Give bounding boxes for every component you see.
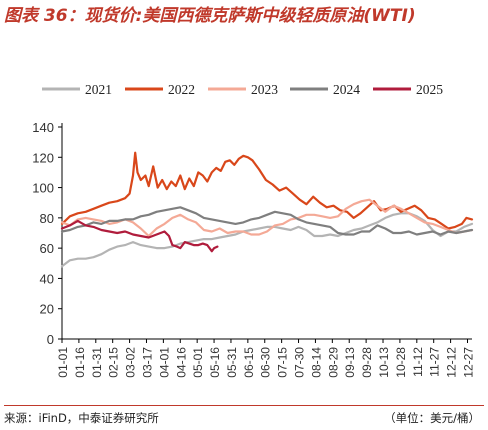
source-note: 来源：iFinD，中泰证券研究所 [4,411,159,425]
x-tick-label: 01-01 [56,347,70,378]
y-tick-label: 0 [47,332,54,347]
x-tick-label: 08-14 [309,347,323,378]
series-line-2023 [60,198,474,238]
x-axis: 01-01 01-16 01-31 02-15 03-02 03-17 04-01 04-16… [56,338,475,378]
legend-label-2023: 2023 [251,82,278,97]
x-tick-label: 03-17 [140,347,154,378]
x-tick-label: 05-01 [191,347,205,378]
x-tick-label: 10-28 [394,347,408,378]
chart-legend: 2021 2022 2023 2024 2025 [42,82,443,97]
x-tick-label: 03-02 [124,347,138,378]
x-tick-label: 04-01 [157,347,171,378]
y-tick-label: 100 [32,181,54,196]
series-lines [60,151,474,268]
x-tick-label: 02-15 [107,347,121,378]
chart-title: 图表 36：现货价:美国西德克萨斯中级轻质原油(WTI) [4,4,484,28]
x-tick-label: 04-16 [174,347,188,378]
x-tick-label: 01-31 [90,347,104,378]
x-tick-label: 06-15 [242,347,256,378]
x-tick-label: 08-29 [326,347,340,378]
y-tick-label: 80 [40,211,54,226]
y-tick-label: 140 [32,120,54,135]
x-tick-label: 06-30 [259,347,273,378]
x-tick-label: 09-13 [343,347,357,378]
chart-title-prefix: 图表 36： [4,6,85,26]
x-tick-label: 10-13 [377,347,391,378]
footer-rule [4,405,484,406]
x-tick-label: 12-27 [461,347,475,378]
legend-label-2021: 2021 [85,82,112,97]
series-line-2024 [60,206,474,236]
series-line-2022 [60,151,474,230]
x-tick-label: 12-12 [445,347,459,378]
x-tick-label: 11-12 [411,347,425,377]
unit-note: （单位：美元/桶） [384,411,480,425]
x-tick-label: 07-15 [276,347,290,378]
line-chart: 2021 2022 2023 2024 2025 020406080100120140 … [32,82,475,378]
x-tick-label: 05-16 [208,347,222,378]
legend-label-2025: 2025 [416,82,443,97]
x-tick-label: 11-27 [428,347,442,377]
series-line-2021 [60,212,474,268]
chart-title-main: 现货价:美国西德克萨斯中级轻质原油(WTI) [84,6,416,26]
x-tick-label: 05-31 [225,347,239,378]
legend-label-2024: 2024 [333,82,360,97]
x-tick-label: 09-28 [360,347,374,378]
y-tick-label: 20 [40,302,54,317]
y-axis: 0 20 40 60 80 100 120 140 [32,120,63,347]
series-line-2025 [60,219,219,253]
x-tick-label: 07-30 [293,347,307,378]
legend-label-2022: 2022 [168,82,195,97]
y-tick-label: 120 [32,150,54,165]
y-tick-label: 40 [40,271,54,286]
y-tick-label: 60 [40,241,54,256]
x-tick-label: 01-16 [73,347,87,378]
